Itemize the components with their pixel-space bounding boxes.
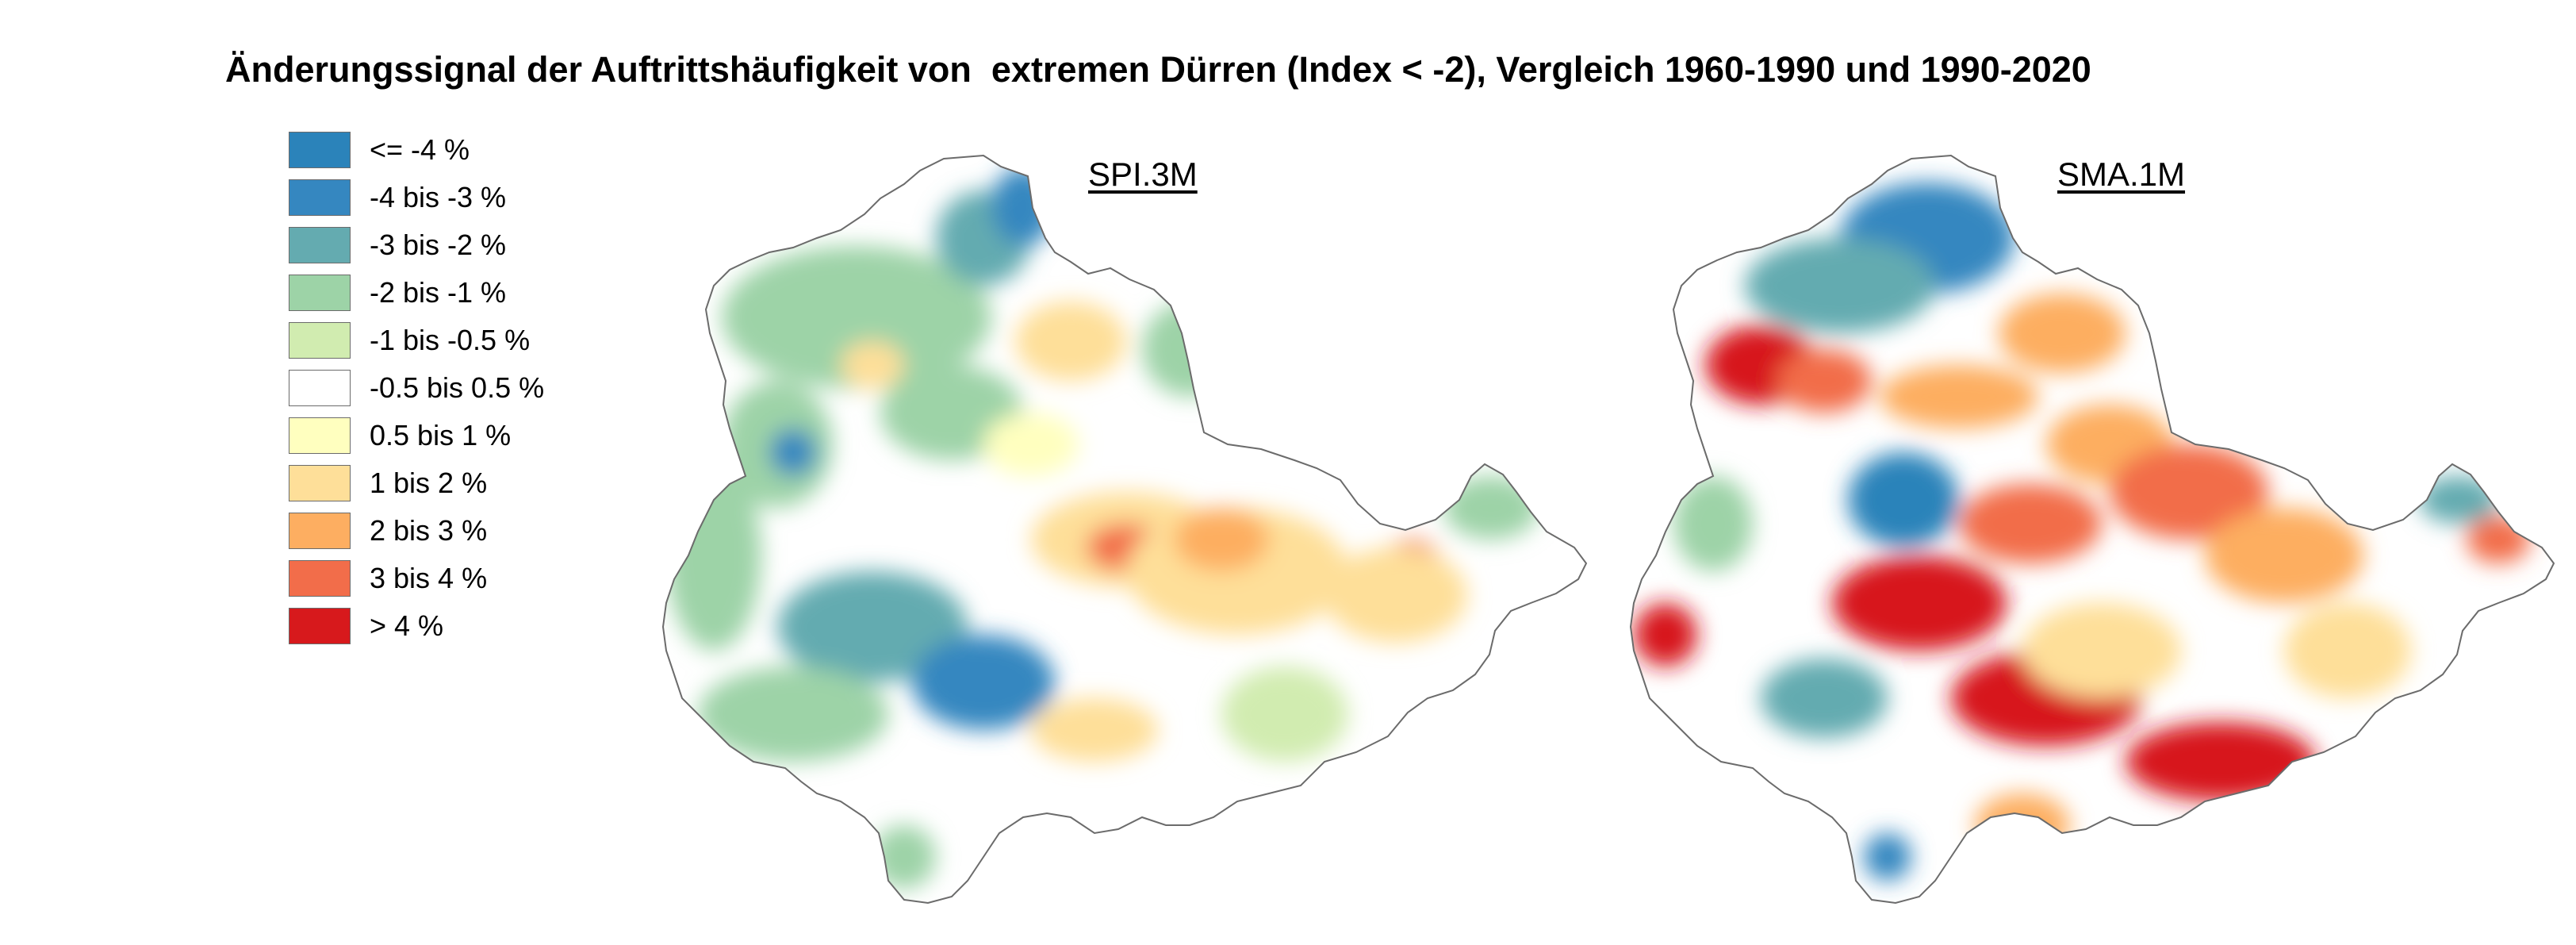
legend-swatch bbox=[289, 322, 351, 359]
legend-label: 2 bis 3 % bbox=[370, 514, 488, 547]
legend-swatch bbox=[289, 179, 351, 216]
legend-item: -0.5 bis 0.5 % bbox=[289, 370, 701, 406]
legend-label: -1 bis -0.5 % bbox=[370, 324, 531, 356]
legend-swatch bbox=[289, 608, 351, 644]
legend-item: 1 bis 2 % bbox=[289, 465, 701, 501]
legend-swatch bbox=[289, 370, 351, 406]
panel-label-spi-3m: SPI.3M bbox=[1088, 156, 1198, 193]
legend-swatch bbox=[289, 227, 351, 263]
legend-item: 3 bis 4 % bbox=[289, 560, 701, 597]
map-title: Änderungssignal der Auftrittshäufigkeit … bbox=[225, 49, 2091, 90]
legend-item: > 4 % bbox=[289, 608, 701, 644]
legend-item: -4 bis -3 % bbox=[289, 179, 701, 216]
legend-label: 1 bis 2 % bbox=[370, 467, 488, 499]
sma-1m-outline bbox=[1629, 154, 2555, 905]
legend-label: <= -4 % bbox=[370, 133, 470, 166]
legend-label: 0.5 bis 1 % bbox=[370, 419, 512, 451]
legend-item: 0.5 bis 1 % bbox=[289, 417, 701, 454]
legend-item: -3 bis -2 % bbox=[289, 227, 701, 263]
legend-swatch bbox=[289, 275, 351, 311]
legend-swatch bbox=[289, 560, 351, 597]
spi-3m-outline bbox=[661, 154, 1588, 905]
legend-swatch bbox=[289, 465, 351, 501]
legend-item: 2 bis 3 % bbox=[289, 513, 701, 549]
legend-swatch bbox=[289, 132, 351, 168]
legend-swatch bbox=[289, 417, 351, 454]
panel-label-sma-1m: SMA.1M bbox=[2057, 156, 2186, 193]
legend-label: -0.5 bis 0.5 % bbox=[370, 371, 545, 404]
sma-1m-raster bbox=[1631, 156, 2554, 903]
legend-item: <= -4 % bbox=[289, 132, 701, 168]
legend-label: -3 bis -2 % bbox=[370, 229, 507, 261]
legend-label: -4 bis -3 % bbox=[370, 181, 507, 213]
legend-item: -1 bis -0.5 % bbox=[289, 322, 701, 359]
legend-swatch bbox=[289, 513, 351, 549]
legend-item: -2 bis -1 % bbox=[289, 275, 701, 311]
legend-label: > 4 % bbox=[370, 609, 444, 642]
legend-label: 3 bis 4 % bbox=[370, 562, 488, 594]
legend-label: -2 bis -1 % bbox=[370, 276, 507, 309]
